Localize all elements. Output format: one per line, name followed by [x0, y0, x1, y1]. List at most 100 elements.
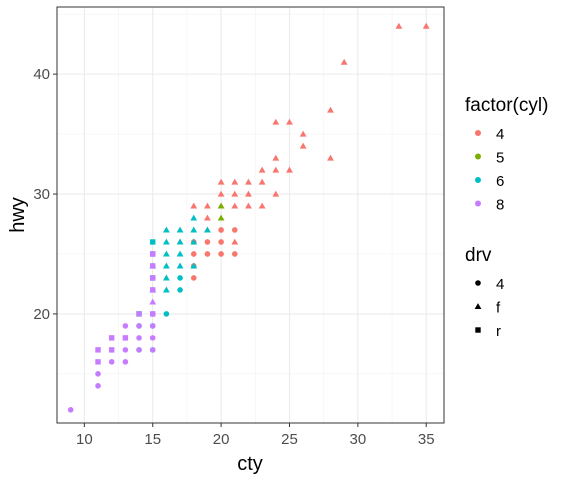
- data-point: [245, 202, 252, 209]
- x-axis-title: cty: [237, 453, 263, 475]
- points-layer: [67, 22, 430, 413]
- data-point: [149, 323, 156, 329]
- data-point: [217, 190, 225, 197]
- data-point: [176, 262, 184, 269]
- color-legend: factor(cyl) 4 5 6 8: [465, 95, 548, 214]
- x-tick-label: 20: [213, 431, 230, 448]
- data-point: [258, 202, 266, 209]
- color-legend-label: 6: [496, 173, 504, 190]
- data-point: [272, 190, 280, 197]
- x-tick-label: 25: [281, 431, 298, 448]
- data-point: [108, 347, 115, 353]
- data-point: [258, 178, 266, 185]
- y-axis-title: hwy: [7, 197, 29, 233]
- data-point: [122, 323, 129, 329]
- data-point: [218, 227, 224, 233]
- data-point: [150, 287, 156, 293]
- data-point: [190, 251, 197, 257]
- shape-legend-label: 4: [496, 276, 504, 293]
- data-point: [150, 239, 156, 245]
- data-point: [245, 190, 252, 197]
- data-point: [204, 251, 211, 257]
- data-point: [162, 274, 170, 281]
- color-legend-key: [475, 177, 481, 183]
- major-grid: [57, 7, 444, 423]
- data-point: [231, 202, 239, 209]
- data-point: [218, 251, 224, 257]
- data-point: [272, 154, 280, 161]
- color-legend-key: [475, 130, 481, 136]
- data-point: [217, 202, 225, 209]
- minor-grid: [57, 7, 444, 423]
- color-legend-key: [475, 200, 481, 207]
- data-point: [95, 383, 101, 389]
- data-point: [150, 275, 156, 281]
- data-point: [122, 347, 129, 353]
- data-point: [231, 227, 238, 233]
- data-point: [150, 251, 156, 257]
- data-point: [95, 359, 101, 365]
- data-point: [286, 166, 293, 173]
- data-point: [190, 238, 198, 245]
- data-point: [218, 239, 224, 245]
- data-point: [136, 323, 142, 329]
- data-point: [231, 178, 239, 185]
- data-point: [162, 262, 170, 269]
- shape-legend-label: f: [496, 300, 501, 317]
- data-point: [217, 214, 225, 221]
- data-point: [245, 178, 252, 185]
- data-point: [231, 238, 239, 245]
- color-legend-label: 5: [496, 150, 504, 167]
- x-tick-label: 10: [76, 431, 93, 448]
- shape-legend-key: [474, 303, 482, 310]
- data-point: [162, 286, 170, 293]
- data-point: [422, 22, 430, 29]
- data-point: [190, 214, 198, 221]
- y-tick-label: 30: [33, 186, 50, 203]
- data-point: [95, 371, 101, 377]
- data-point: [95, 347, 101, 353]
- data-point: [190, 275, 197, 281]
- shape-legend-title: drv: [465, 245, 492, 266]
- data-point: [136, 311, 142, 317]
- shape-legend-key: [475, 280, 481, 286]
- data-point: [108, 335, 115, 341]
- data-point: [231, 251, 238, 257]
- color-legend-label: 4: [496, 126, 504, 143]
- data-point: [176, 226, 184, 233]
- x-axis: 10 15 20 25 30 35: [76, 423, 435, 448]
- data-point: [122, 335, 129, 341]
- shape-legend-key: [475, 327, 481, 333]
- x-tick-label: 30: [350, 431, 367, 448]
- data-point: [136, 335, 142, 341]
- data-point: [149, 298, 157, 305]
- data-point: [176, 238, 184, 245]
- data-point: [190, 226, 198, 233]
- data-point: [299, 142, 307, 149]
- x-tick-label: 15: [144, 431, 161, 448]
- data-point: [177, 287, 183, 293]
- data-point: [340, 58, 348, 65]
- data-point: [163, 311, 170, 317]
- data-point: [150, 311, 156, 317]
- data-point: [162, 250, 170, 257]
- data-point: [108, 359, 115, 365]
- data-point: [204, 226, 211, 233]
- data-point: [204, 239, 211, 245]
- data-point: [286, 118, 293, 125]
- data-point: [204, 202, 211, 209]
- data-point: [231, 190, 239, 197]
- data-point: [149, 347, 156, 353]
- data-point: [190, 202, 198, 209]
- data-point: [272, 118, 280, 125]
- data-point: [162, 226, 170, 233]
- data-point: [162, 238, 170, 245]
- shape-legend: drv 4 fr: [465, 245, 504, 340]
- y-axis: 20 30 40: [33, 66, 57, 323]
- data-point: [299, 130, 307, 137]
- data-point: [190, 262, 198, 269]
- y-tick-label: 40: [33, 66, 50, 83]
